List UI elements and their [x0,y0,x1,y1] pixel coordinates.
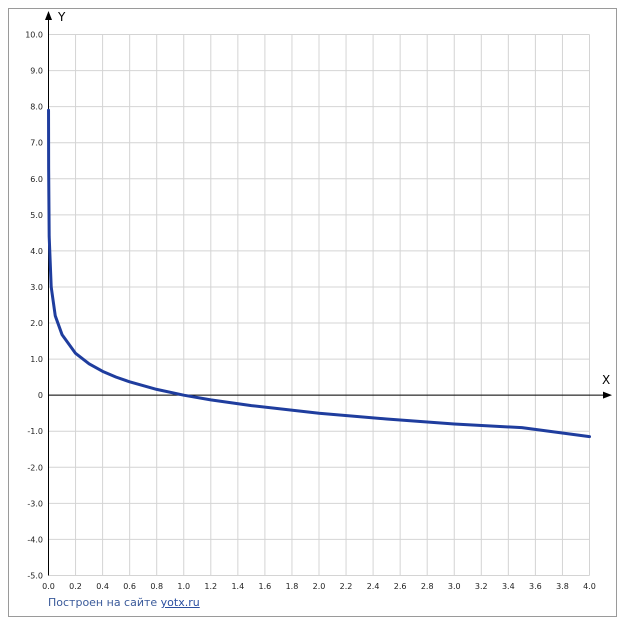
y-tick-label: -5.0 [27,572,43,581]
chart-series [47,108,591,439]
y-tick-label: -2.0 [27,463,43,472]
y-tick-label: 5.0 [30,211,43,220]
x-axis-arrow [603,391,612,399]
credit-line: Построен на сайте yotx.ru [48,596,200,609]
x-tick-label: 2.2 [340,582,353,591]
x-tick-label: 3.4 [502,582,515,591]
x-tick-label: 2.4 [367,582,380,591]
y-axis-arrow [45,11,52,20]
x-tick-label: 3.0 [448,582,461,591]
x-tick-label: 1.8 [286,582,299,591]
x-tick-label: 3.6 [529,582,542,591]
y-tick-label: 8.0 [30,103,43,112]
x-tick-label: 1.4 [231,582,244,591]
x-tick-label: 3.2 [475,582,488,591]
credit-link[interactable]: yotx.ru [160,596,200,609]
series-line [47,108,591,439]
x-tick-label: 0.2 [69,582,82,591]
chart-tick-labels: 0.0 0.2 0.4 0.6 0.8 1.0 1.2 1.4 1.6 1.8 2.0 2.2 2.4 2… [25,31,596,592]
chart-axes [45,11,612,576]
y-tick-label: 1.0 [30,355,43,364]
chart-frame [8,8,617,617]
x-tick-label: 0.4 [96,582,109,591]
y-tick-label: -3.0 [27,499,43,508]
x-tick-label: 3.8 [556,582,569,591]
y-tick-label: 3.0 [30,283,43,292]
x-tick-label: 1.0 [177,582,190,591]
y-tick-label: 6.0 [30,175,43,184]
x-tick-label: 0.0 [42,582,55,591]
y-tick-label: -1.0 [27,427,43,436]
x-axis-label: X [602,373,610,387]
chart-grid [48,34,590,576]
x-tick-label: 4.0 [583,582,596,591]
y-tick-label: 7.0 [30,139,43,148]
x-tick-label: 2.6 [394,582,407,591]
x-tick-label: 1.2 [204,582,217,591]
y-tick-label: 10.0 [25,31,43,40]
y-tick-label: 9.0 [30,67,43,76]
x-tick-label: 0.6 [123,582,136,591]
x-tick-label: 2.8 [421,582,434,591]
y-tick-label: -4.0 [27,535,43,544]
x-tick-label: 2.0 [313,582,326,591]
credit-text: Построен на сайте [48,596,158,609]
x-tick-label: 0.8 [150,582,163,591]
y-axis-label: Y [57,10,66,24]
y-tick-label: 4.0 [30,247,43,256]
x-tick-label: 1.6 [259,582,272,591]
y-tick-label: 0 [38,391,43,400]
y-tick-label: 2.0 [30,319,43,328]
